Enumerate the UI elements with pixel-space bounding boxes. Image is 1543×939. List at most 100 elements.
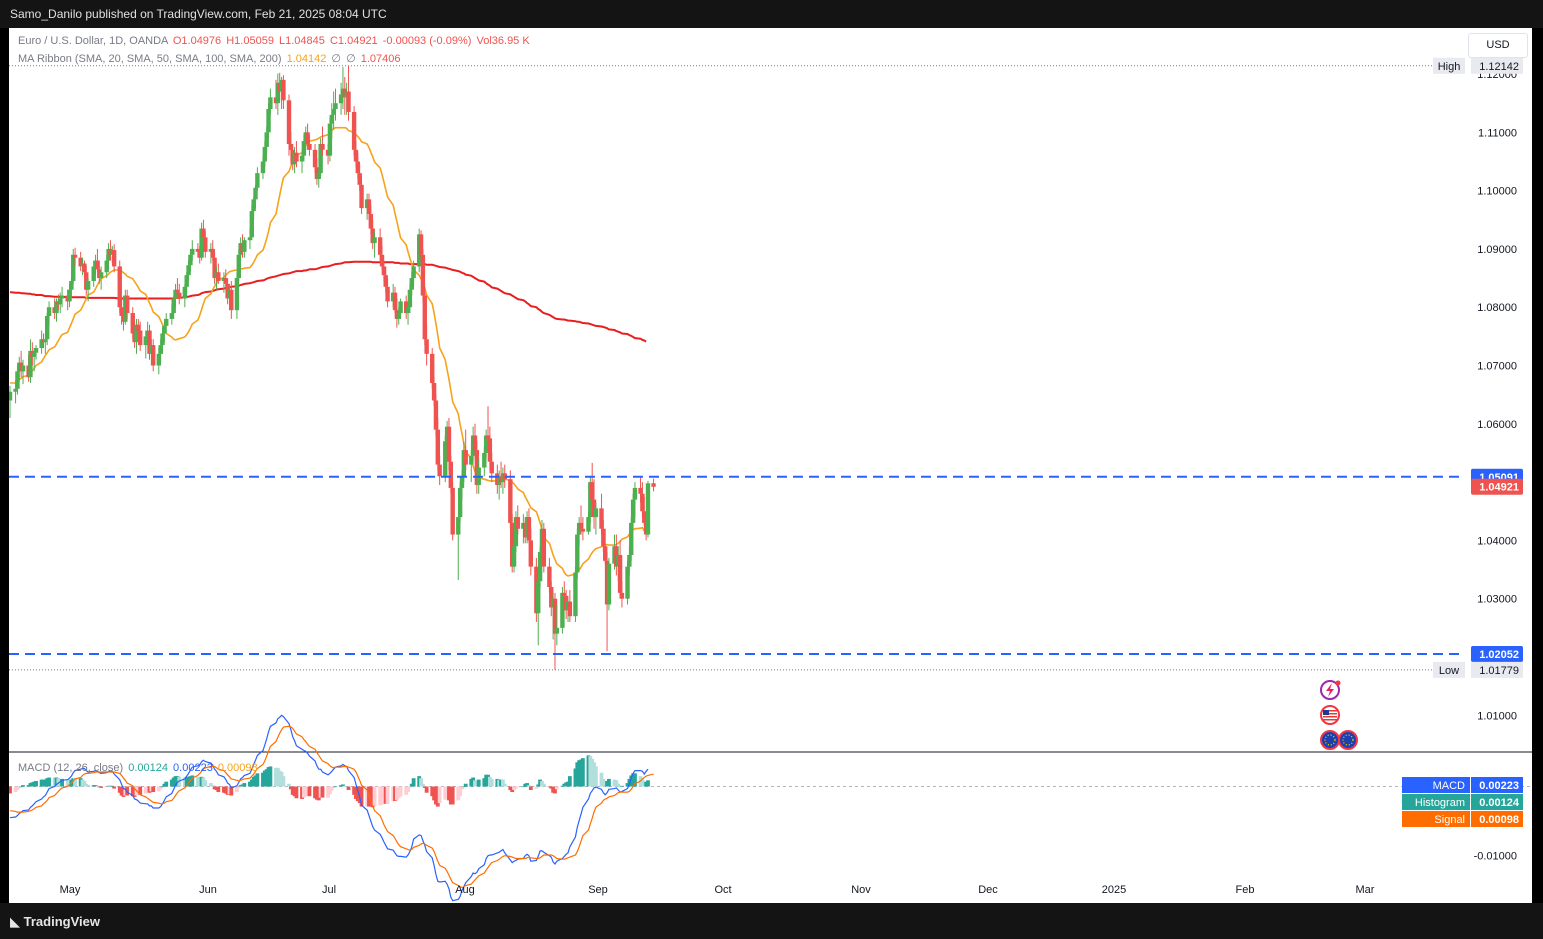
- macd-histogram-bar: [341, 784, 345, 787]
- candles: [9, 65, 656, 670]
- macd-legend-value-2: 0.00223: [173, 762, 213, 774]
- candle-body: [117, 266, 122, 308]
- candle-body: [370, 228, 375, 244]
- macd-histogram-bar: [618, 786, 622, 788]
- candle-body: [379, 254, 385, 267]
- time-axis-label: Nov: [851, 884, 871, 896]
- candle-body: [281, 79, 286, 101]
- candle-body: [124, 295, 130, 314]
- tradingview-logo: ◣ TradingView: [10, 914, 100, 930]
- candle: [424, 324, 429, 366]
- macd-histogram-bar: [331, 786, 336, 788]
- candle-body: [554, 627, 560, 634]
- macd-histogram-bar: [460, 786, 464, 790]
- time-axis-label: Jul: [322, 884, 336, 896]
- candle-body: [318, 144, 323, 174]
- candle: [448, 455, 454, 494]
- macd-histogram-bar: [47, 777, 51, 787]
- low-value: L1.04845: [279, 35, 325, 47]
- macd-histogram-bar: [633, 773, 637, 787]
- candle-body: [299, 155, 305, 162]
- us-flag-icon: [1320, 705, 1340, 725]
- candle-body: [632, 487, 638, 500]
- candle: [72, 247, 78, 267]
- price-tick-label: 1.06000: [1477, 419, 1517, 431]
- moving-averages: [9, 126, 647, 577]
- candle: [111, 244, 117, 273]
- symbol-title: Euro / U.S. Dollar, 1D, OANDA: [18, 35, 168, 47]
- candle-body: [353, 149, 359, 162]
- high-value: 1.12142: [1479, 61, 1519, 73]
- signal-line: [9, 725, 654, 889]
- candle-body: [210, 248, 215, 258]
- candle-body: [327, 123, 333, 156]
- candle-body: [255, 173, 260, 188]
- macd-histogram-bar: [450, 786, 455, 805]
- candle-body: [576, 522, 582, 535]
- candle-body: [82, 263, 87, 273]
- candle-body: [627, 554, 632, 567]
- candle: [537, 546, 543, 588]
- macd-label-value-bg: [1471, 811, 1523, 827]
- candle-body: [630, 499, 636, 523]
- candle: [411, 260, 416, 287]
- macd-histogram-bar: [411, 778, 416, 787]
- candle-body: [381, 266, 387, 276]
- time-axis-label: Aug: [455, 884, 475, 896]
- candle: [619, 581, 625, 608]
- high-value: H1.05059: [226, 35, 274, 47]
- candle: [173, 283, 178, 308]
- candle-body: [586, 517, 591, 532]
- candle: [327, 117, 333, 162]
- candle-body: [253, 187, 258, 200]
- macd-histogram-bar: [160, 786, 165, 788]
- high-value-bg: [1471, 57, 1523, 74]
- low-label-bg: [1433, 661, 1465, 678]
- candle-body: [268, 97, 273, 110]
- candle-body: [182, 286, 188, 299]
- candle: [33, 345, 39, 360]
- candle-body: [58, 298, 63, 305]
- candle-body: [642, 511, 647, 523]
- candle-body: [45, 315, 50, 340]
- candle-body: [95, 260, 100, 270]
- candle-body: [247, 237, 253, 241]
- time-axis: May Jun Jul Aug Sep Oct Nov Dec 2025 Feb Mar: [60, 884, 1375, 896]
- macd-label-name: Signal: [1434, 814, 1465, 826]
- horizontal-levels: [9, 475, 1463, 655]
- candle-body: [645, 483, 651, 535]
- candle-body: [383, 275, 388, 287]
- candle: [177, 283, 182, 305]
- candle-body: [72, 254, 78, 258]
- macd-histogram-bar: [525, 783, 529, 787]
- candle: [589, 462, 595, 506]
- candle: [625, 560, 630, 605]
- currency-button[interactable]: USD: [1468, 33, 1528, 58]
- candle-body: [186, 265, 191, 276]
- candle-body: [433, 400, 439, 430]
- macd-histogram-bar: [95, 785, 100, 787]
- candle-body: [119, 307, 124, 316]
- chart-panel[interactable]: 0.00000-0.01000MACD0.00223Histogram0.001…: [9, 28, 1532, 903]
- candle-body: [603, 546, 608, 561]
- candle-body: [31, 352, 37, 357]
- chart-svg[interactable]: 0.00000-0.01000MACD0.00223Histogram0.001…: [9, 28, 1532, 903]
- candle-body: [98, 272, 104, 279]
- candle: [603, 528, 608, 564]
- candle: [526, 508, 532, 544]
- candle-body: [411, 266, 416, 279]
- candle-body: [249, 211, 254, 238]
- macd-histogram-bar: [580, 758, 585, 787]
- candle-body: [625, 566, 630, 599]
- time-axis-label: Feb: [1236, 884, 1255, 896]
- eu-flag-ring: [1320, 730, 1340, 750]
- macd-histogram-bar: [333, 786, 338, 788]
- candle-body: [143, 336, 148, 346]
- candle: [606, 557, 612, 611]
- macd-histogram-bar: [408, 786, 412, 788]
- high-label: High: [1438, 61, 1461, 73]
- candle-body: [355, 161, 361, 174]
- candle-body: [430, 353, 435, 384]
- macd-histogram-bar: [553, 786, 557, 794]
- main-legend: Euro / U.S. Dollar, 1D, OANDA O1.04976 H…: [18, 35, 530, 47]
